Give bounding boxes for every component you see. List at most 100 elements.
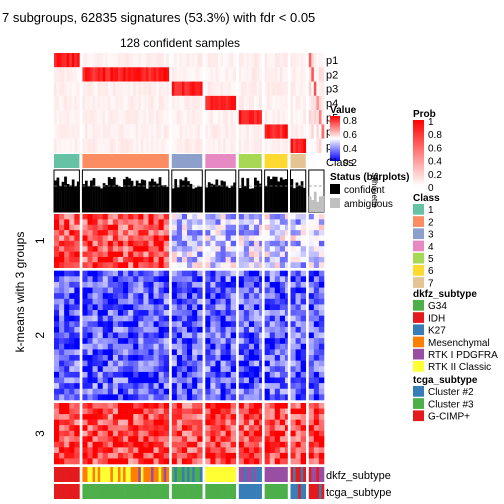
- heatmap-cell: [284, 326, 288, 333]
- heatmap-cell: [279, 224, 286, 231]
- heatmap-cell: [153, 408, 159, 415]
- prob-cell: [163, 53, 167, 68]
- heatmap-cell: [153, 315, 159, 322]
- heatmap-cell: [138, 383, 144, 390]
- prob-cell: [217, 110, 221, 125]
- heatmap-cell: [59, 251, 65, 258]
- heatmap-cell: [87, 338, 93, 345]
- prob-cell: [125, 53, 129, 68]
- heatmap-cell: [295, 447, 301, 454]
- heatmap-cell: [74, 315, 80, 322]
- heatmap-cell: [225, 366, 231, 373]
- heatmap-cell: [313, 447, 320, 454]
- heatmap-cell: [74, 408, 80, 415]
- heatmap-cell: [220, 394, 226, 401]
- heatmap-cell: [313, 315, 320, 322]
- heatmap-cell: [308, 355, 315, 361]
- prob-cell: [184, 67, 188, 82]
- heatmap-cell: [59, 371, 65, 378]
- dkfz-cell: [69, 467, 73, 482]
- prob-cell: [318, 124, 322, 139]
- heatmap-cell: [318, 458, 325, 465]
- heatmap-cell: [187, 332, 193, 339]
- dkfz-cell: [87, 467, 91, 482]
- heatmap-cell: [308, 403, 315, 409]
- heatmap-cell: [197, 414, 203, 420]
- heatmap-cell: [59, 394, 65, 401]
- prob-cell: [295, 67, 299, 82]
- heatmap-cell: [123, 355, 129, 361]
- heatmap-cell: [187, 343, 193, 350]
- heatmap-cell: [87, 251, 93, 258]
- prob-cell: [192, 124, 195, 139]
- heatmap-cell: [163, 235, 170, 242]
- heatmap-cell: [92, 441, 98, 448]
- heatmap-cell: [117, 315, 124, 322]
- heatmap-cell: [248, 419, 255, 426]
- heatmap-cell: [254, 366, 260, 373]
- value-legend-tick: 0.6: [343, 130, 357, 141]
- heatmap-cell: [123, 304, 129, 311]
- heatmap-cell: [59, 270, 65, 277]
- heatmap-cell: [210, 355, 216, 361]
- heatmap-cell: [300, 441, 307, 448]
- heatmap-cell: [133, 366, 139, 373]
- heatmap-cell: [290, 315, 296, 322]
- prob-cell: [125, 110, 129, 125]
- heatmap-cell: [112, 240, 119, 247]
- heatmap-cell: [205, 304, 211, 311]
- heatmap-cell: [138, 304, 144, 311]
- heatmap-cell: [117, 304, 124, 311]
- heatmap-cell: [59, 430, 65, 437]
- prob-cell: [189, 124, 193, 139]
- heatmap-cell: [102, 377, 109, 384]
- dkfz-cell: [135, 467, 139, 482]
- heatmap-cell: [112, 321, 119, 328]
- tcga-cell: [215, 484, 219, 499]
- heatmap-cell: [300, 403, 307, 409]
- bottom-annotation-label: tcga_subtype: [326, 487, 391, 499]
- heatmap-cell: [158, 458, 165, 465]
- heatmap-cell: [248, 366, 255, 373]
- heatmap-cell: [54, 240, 60, 247]
- prob-cell: [220, 81, 224, 96]
- heatmap-cell: [264, 219, 271, 226]
- heatmap-cell: [313, 304, 320, 311]
- heatmap-cell: [158, 349, 165, 356]
- heatmap-cell: [92, 338, 98, 345]
- heatmap-cell: [205, 281, 211, 288]
- heatmap-cell: [225, 240, 231, 247]
- heatmap-cell: [163, 441, 170, 448]
- heatmap-cell: [308, 276, 315, 283]
- prob-cell: [233, 110, 237, 125]
- heatmap-cell: [205, 394, 211, 401]
- heatmap-cell: [243, 224, 250, 231]
- prob-cell: [223, 81, 226, 96]
- prob-cell: [87, 81, 91, 96]
- status-legend-swatch: [330, 198, 340, 208]
- heatmap-cell: [192, 430, 198, 437]
- dkfz-cell: [153, 467, 157, 482]
- heatmap-cell: [181, 240, 188, 247]
- heatmap-cell: [230, 430, 237, 437]
- prob-cell: [233, 81, 237, 96]
- heatmap-cell: [181, 408, 188, 415]
- heatmap-cell: [248, 371, 255, 378]
- prob-cell: [128, 95, 131, 111]
- heatmap-cell: [259, 230, 262, 236]
- heatmap-cell: [248, 447, 255, 454]
- heatmap-cell: [176, 315, 183, 322]
- prob-cell: [293, 138, 296, 153]
- dkfz-cell: [228, 467, 231, 482]
- heatmap-cell: [158, 281, 165, 288]
- heatmap-cell: [308, 321, 315, 328]
- heatmap-cell: [133, 383, 139, 390]
- heatmap-cell: [128, 349, 134, 356]
- heatmap-cell: [300, 256, 307, 263]
- heatmap-cell: [107, 349, 114, 356]
- heatmap-cell: [181, 383, 188, 390]
- heatmap-cell: [210, 377, 216, 384]
- heatmap-cell: [284, 403, 288, 409]
- heatmap-cell: [64, 408, 70, 415]
- prob-cell: [117, 110, 121, 125]
